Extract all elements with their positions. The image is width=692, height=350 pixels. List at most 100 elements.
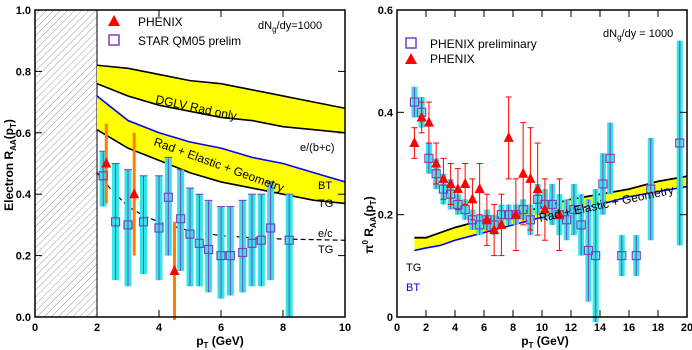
left-y-tick-label: 0.4 bbox=[16, 189, 32, 201]
right-phenix-point bbox=[416, 111, 427, 122]
right-phenix-point bbox=[431, 157, 442, 168]
left-star-point bbox=[123, 220, 133, 230]
left-x-tick-label: 2 bbox=[94, 322, 100, 334]
right-chart: 0 2 4 6 8 10 12 14 16 18 20 0 0.2 0.4 0.6 pT (GeV) π0 … bbox=[361, 5, 692, 350]
right-prelim-point bbox=[591, 251, 601, 261]
left-star-point bbox=[185, 229, 195, 239]
right-prelim-point bbox=[576, 220, 586, 230]
right-y-tick-label: 0.6 bbox=[378, 5, 393, 17]
left-phenix-point bbox=[169, 264, 180, 275]
left-star-point bbox=[176, 214, 186, 224]
right-prelim-point bbox=[525, 215, 536, 225]
left-band-upper-curve-0 bbox=[96, 64, 346, 110]
right-prelim-point bbox=[446, 189, 456, 199]
left-star-point bbox=[216, 251, 226, 261]
right-prelim-point bbox=[460, 204, 470, 215]
right-x-tick-label: 0 bbox=[394, 322, 400, 334]
left-star-point bbox=[266, 223, 276, 233]
left-y-tick-label: 0.6 bbox=[16, 128, 31, 140]
left-phenix-point bbox=[101, 157, 112, 168]
right-phenix-point bbox=[532, 183, 543, 194]
right-y-tick-label: 0 bbox=[387, 312, 393, 324]
left-x-tick-label: 6 bbox=[218, 322, 224, 334]
right-axis-ticks: 0 2 4 6 8 10 12 14 16 18 20 0 0.2 0.4 0.6 bbox=[378, 5, 692, 334]
right-phenix-point bbox=[423, 116, 434, 127]
right-phenix-point bbox=[503, 131, 514, 142]
right-legend-prelim-marker bbox=[405, 37, 417, 49]
left-y-tick-label: 0.2 bbox=[16, 251, 31, 263]
right-prelim-point bbox=[438, 184, 448, 194]
right-phenix-point bbox=[409, 137, 420, 148]
right-phenix-point bbox=[445, 177, 456, 188]
left-band-upper-curve-1 bbox=[96, 95, 346, 183]
left-star-point bbox=[247, 238, 257, 248]
right-y-axis-label: π0 RAA(pT) bbox=[361, 196, 378, 253]
right-prelim-point bbox=[475, 220, 485, 230]
left-band-lower-curve-1 bbox=[96, 129, 346, 205]
left-y-tick-label: 0.8 bbox=[16, 66, 31, 78]
left-star-point bbox=[163, 192, 173, 202]
right-legend-phenix-marker bbox=[405, 53, 417, 64]
left-star-point bbox=[98, 171, 108, 181]
left-x-tick-label: 0 bbox=[32, 322, 38, 334]
right-legend: PHENIX preliminary PHENIX bbox=[405, 37, 537, 66]
right-curve-label-tg: TG bbox=[406, 262, 421, 274]
right-curve-label-bt: BT bbox=[406, 282, 420, 294]
left-star-point bbox=[225, 251, 235, 261]
right-phenix-point bbox=[554, 208, 565, 219]
left-x-tick-label: 10 bbox=[339, 322, 351, 334]
right-y-tick-label: 0.2 bbox=[378, 210, 393, 222]
right-prelim-point bbox=[453, 199, 463, 210]
right-y-tick-label: 0.4 bbox=[378, 107, 394, 119]
left-star-point bbox=[110, 217, 121, 227]
right-prelim-point bbox=[569, 204, 579, 215]
right-x-axis-label: pT (GeV) bbox=[521, 334, 569, 350]
right-data-points bbox=[409, 40, 685, 323]
right-prelim-point bbox=[583, 245, 594, 256]
right-phenix-point bbox=[525, 172, 536, 183]
left-axis-ticks: 0 2 4 6 8 10 0.0 0.2 0.4 0.6 0.8 1.0 bbox=[16, 5, 351, 334]
left-star-point bbox=[284, 235, 294, 245]
right-phenix-point bbox=[460, 177, 471, 188]
left-x-tick-label: 4 bbox=[156, 322, 163, 334]
right-prelim-point bbox=[409, 97, 419, 107]
right-prelim-point bbox=[598, 179, 608, 189]
right-prelim-point bbox=[646, 184, 656, 194]
right-x-tick-label: 18 bbox=[652, 322, 664, 334]
left-legend-star-label: STAR QM05 prelim bbox=[138, 34, 241, 48]
left-legend-phenix-marker bbox=[108, 15, 120, 26]
left-legend-phenix-label: PHENIX bbox=[138, 15, 183, 29]
left-theory-bands bbox=[96, 10, 346, 317]
left-star-point bbox=[138, 217, 149, 227]
left-curve-label-tg: TG bbox=[318, 198, 333, 210]
right-prelim-point bbox=[496, 210, 506, 220]
right-legend-phenix-label: PHENIX bbox=[430, 52, 475, 66]
right-x-tick-label: 2 bbox=[423, 322, 429, 334]
right-legend-prelim-label: PHENIX preliminary bbox=[430, 37, 537, 51]
right-prelim-point bbox=[631, 251, 641, 261]
left-plot-frame bbox=[34, 9, 346, 318]
right-phenix-point bbox=[489, 224, 500, 235]
right-annotation: dNg/dy = 1000 bbox=[603, 28, 673, 42]
right-prelim-point bbox=[504, 210, 514, 220]
right-x-tick-label: 16 bbox=[623, 322, 635, 334]
right-prelim-point bbox=[617, 251, 627, 261]
left-data-points bbox=[98, 123, 294, 321]
right-phenix-point bbox=[510, 208, 521, 219]
right-prelim-point bbox=[562, 215, 572, 225]
left-x-axis-label: pT (GeV) bbox=[196, 334, 244, 350]
right-prelim-point bbox=[431, 169, 441, 179]
left-y-tick-label: 1.0 bbox=[16, 5, 31, 17]
left-y-tick-label: 0.0 bbox=[16, 312, 31, 324]
right-prelim-point bbox=[547, 199, 557, 210]
right-prelim-point bbox=[675, 138, 685, 148]
right-phenix-point bbox=[496, 218, 507, 229]
right-x-tick-label: 4 bbox=[452, 322, 459, 334]
left-band-lower-curve-0 bbox=[96, 82, 346, 134]
right-phenix-point bbox=[474, 183, 485, 194]
right-x-tick-label: 20 bbox=[681, 322, 692, 334]
left-band-0 bbox=[97, 65, 345, 133]
right-x-tick-label: 6 bbox=[481, 322, 487, 334]
left-y-axis-label: Electron RAA(pT) bbox=[2, 119, 18, 211]
